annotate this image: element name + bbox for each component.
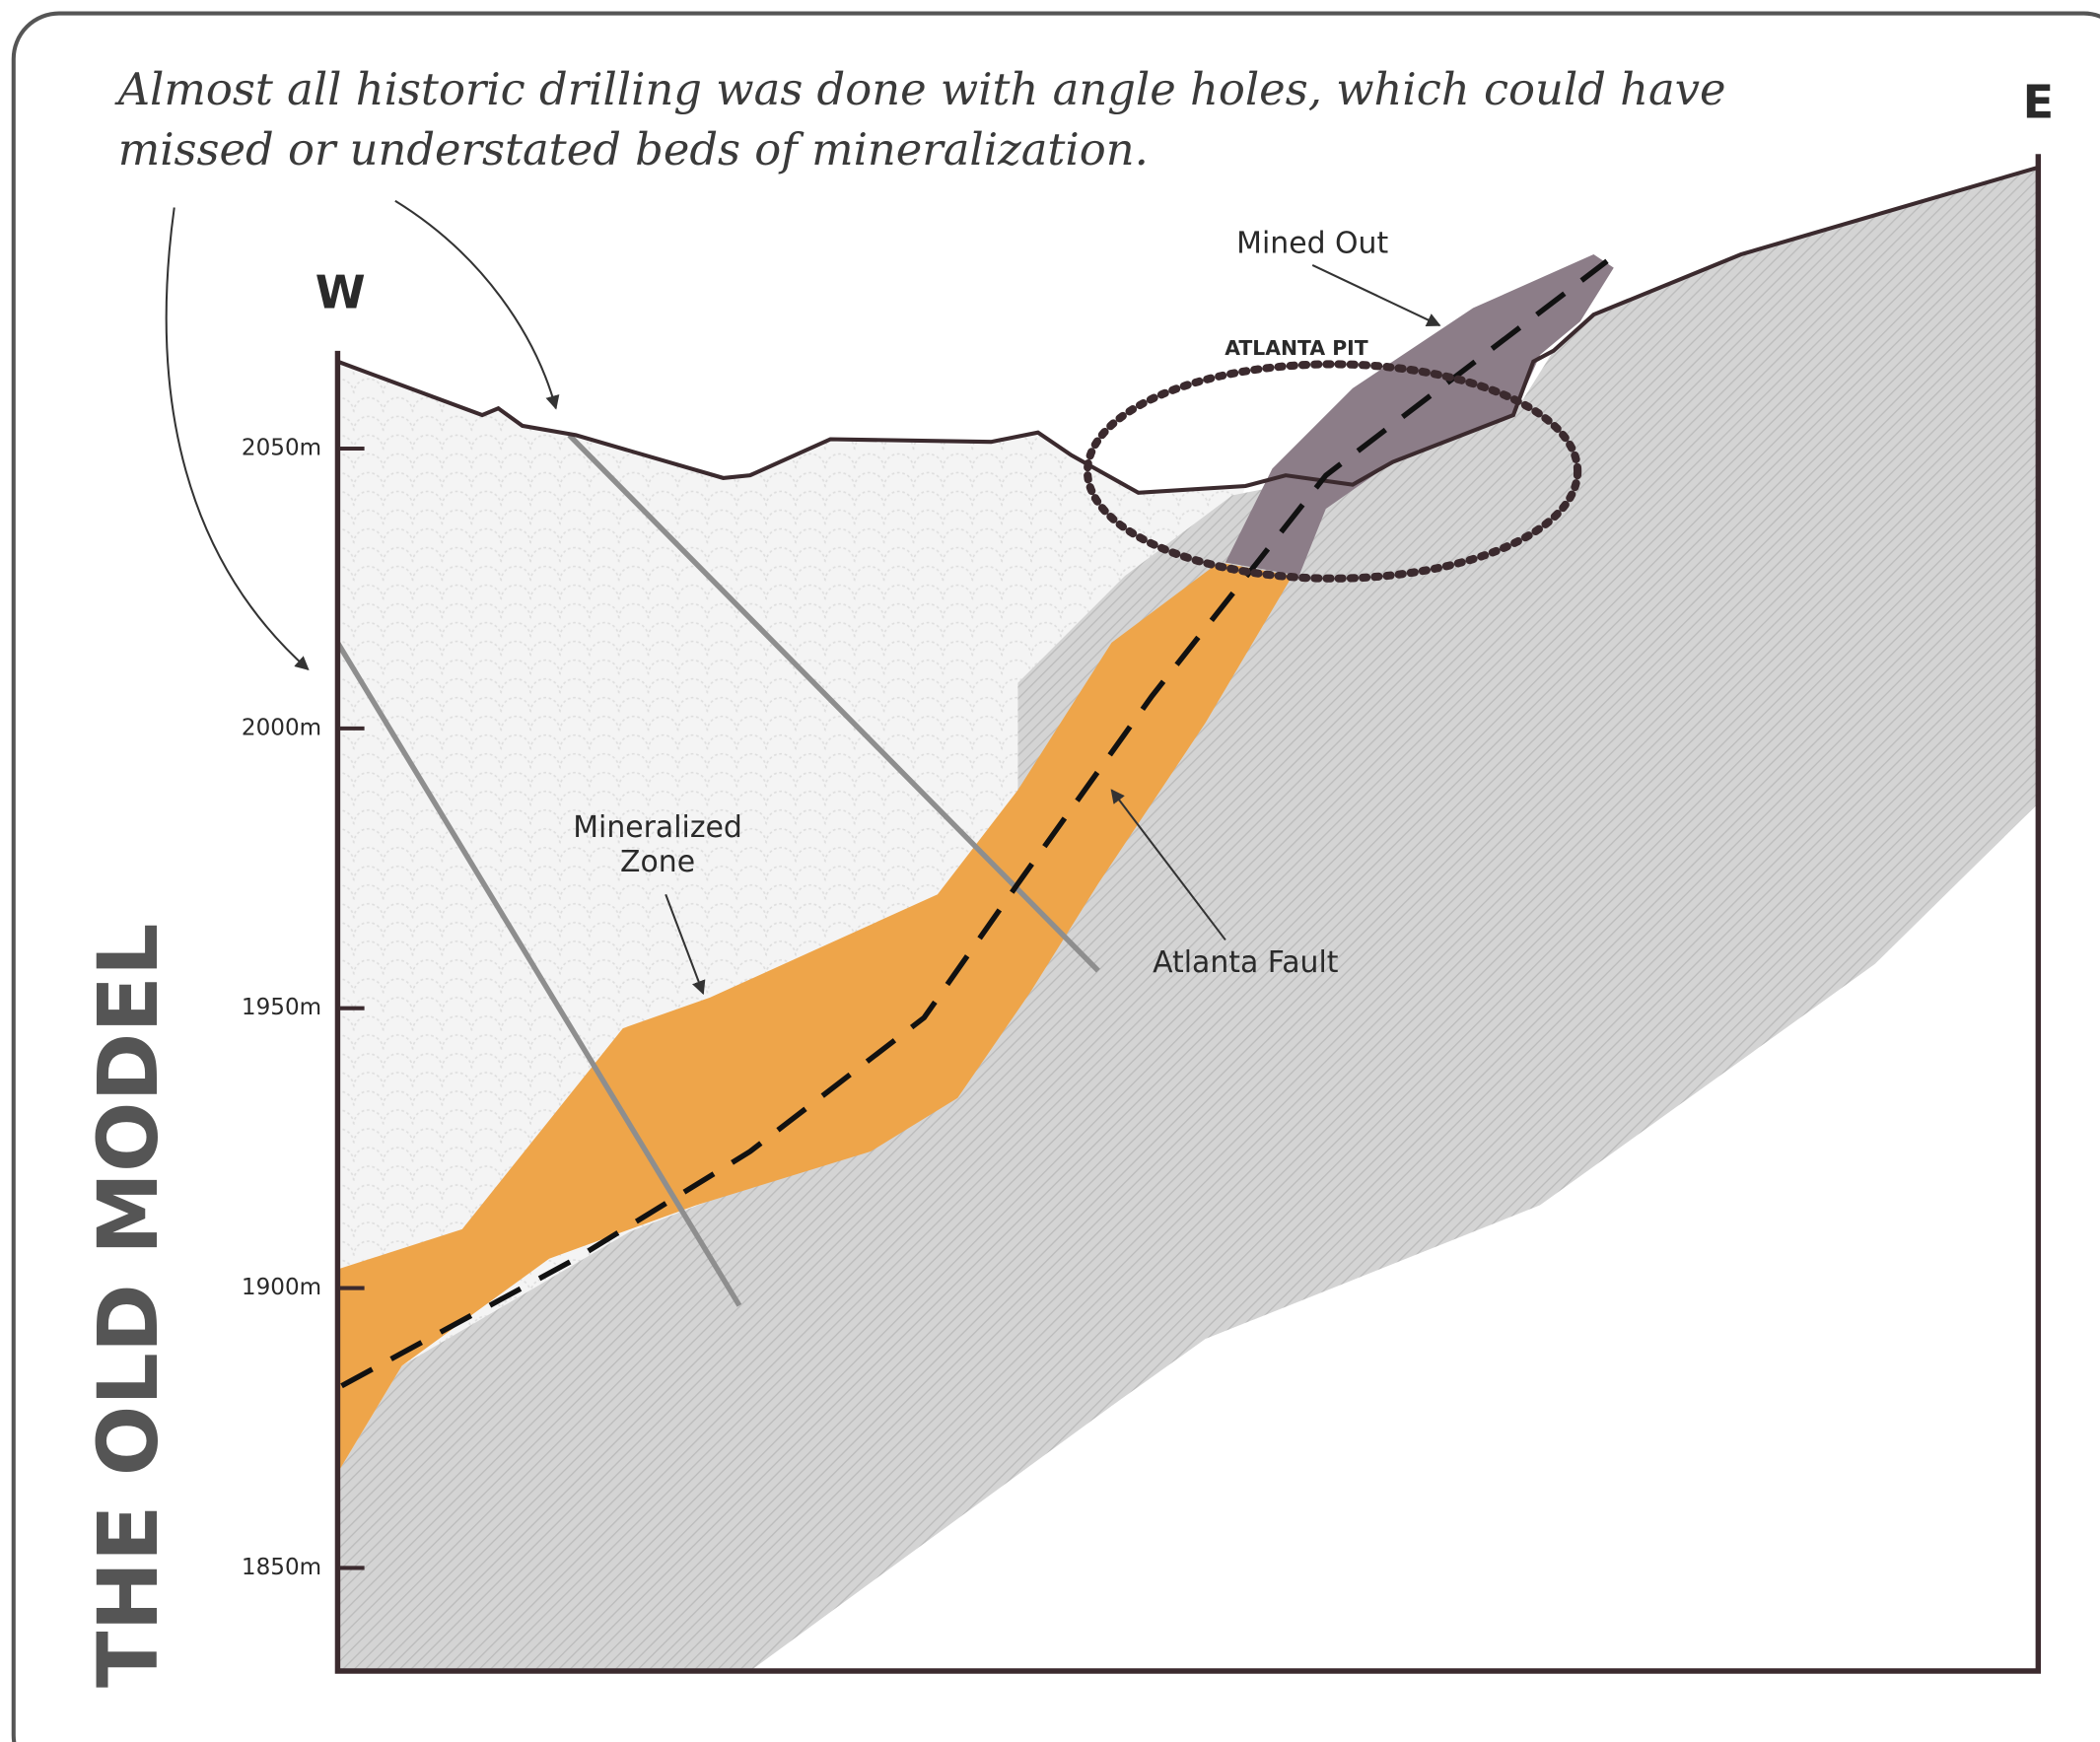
annotation-line: missed or understated beds of mineraliza… xyxy=(118,123,1149,175)
side-title: THE OLD MODEL xyxy=(80,923,176,1687)
fault-label: Atlanta Fault xyxy=(1153,945,1338,980)
pit-label: ATLANTA PIT xyxy=(1225,336,1367,360)
annotation-line: Almost all historic drilling was done wi… xyxy=(114,63,1726,115)
annotation-arrow xyxy=(165,207,310,671)
mined-out-label: Mined Out xyxy=(1236,227,1388,261)
fault-line xyxy=(340,258,1609,1389)
mineralized-zone xyxy=(337,562,1293,1474)
pointer xyxy=(1311,264,1441,326)
elevation-label: 2000m xyxy=(242,715,321,740)
elevation-label: 1850m xyxy=(242,1555,321,1580)
drill-hole xyxy=(567,433,1100,973)
annotation-arrow xyxy=(394,199,560,410)
pointer xyxy=(1110,789,1226,941)
host-rock xyxy=(337,167,2039,1672)
elevation-label: 2050m xyxy=(242,435,321,460)
elevation-label: 1900m xyxy=(242,1275,321,1300)
pit-outline xyxy=(1083,360,1582,583)
surface xyxy=(336,165,2039,495)
west-label: W xyxy=(315,265,366,318)
drill-hole xyxy=(335,641,742,1307)
east-label: E xyxy=(2023,76,2055,129)
elevation-label: 1950m xyxy=(242,995,321,1020)
zone-label: Mineralized xyxy=(573,810,742,845)
ticks xyxy=(337,446,365,1570)
frame xyxy=(334,154,2042,1674)
pointer xyxy=(665,893,706,996)
zone-label: Zone xyxy=(620,845,695,879)
mined-out-zone xyxy=(1225,254,1614,577)
